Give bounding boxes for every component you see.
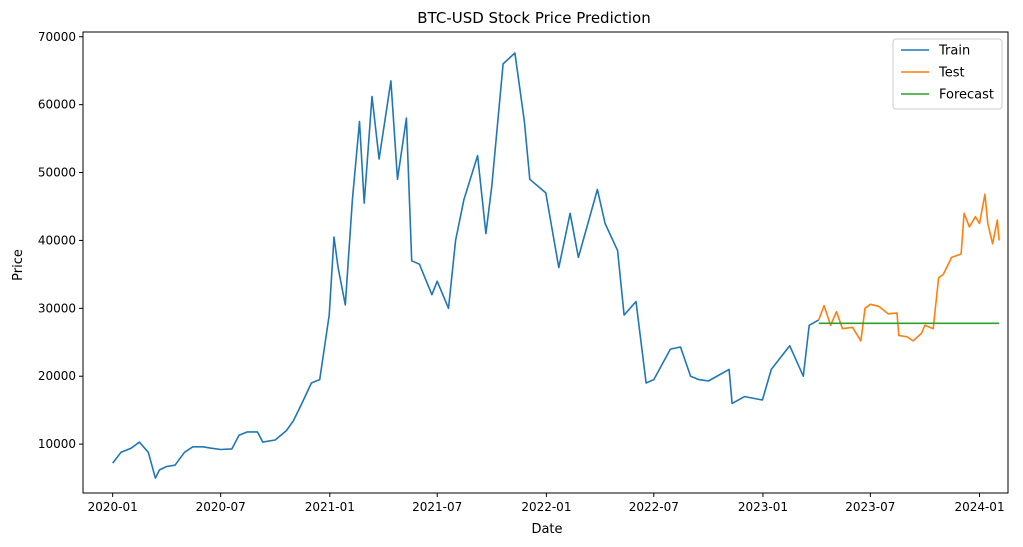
series-line-train — [112, 52, 820, 479]
x-axis-label: Date — [531, 522, 562, 537]
y-axis-label: Price — [11, 249, 26, 281]
y-tick-label: 70000 — [38, 30, 76, 44]
x-tick-label: 2021-07 — [412, 500, 462, 514]
legend-frame — [892, 38, 1003, 110]
plot-layer — [112, 52, 1000, 479]
y-tick-label: 30000 — [38, 301, 76, 315]
x-tick-label: 2024-01 — [954, 500, 1004, 514]
x-tick-label: 2020-01 — [88, 500, 138, 514]
y-tick-label: 20000 — [38, 369, 76, 383]
plot-frame — [82, 31, 1009, 494]
y-tick-label: 60000 — [38, 98, 76, 112]
y-tick-label: 10000 — [38, 437, 76, 451]
x-tick-label: 2021-01 — [305, 500, 355, 514]
y-tick-label: 40000 — [38, 233, 76, 247]
axes-layer: 2020-01 2020-07 2021-01 2021-07 2022-01 2022-… — [38, 30, 1009, 514]
chart-title: BTC-USD Stock Price Prediction — [417, 9, 650, 27]
series-line-test — [817, 193, 1000, 342]
x-tick-label: 2023-01 — [738, 500, 788, 514]
x-tick-label: 2020-07 — [196, 500, 246, 514]
legend: Train Test Forecast — [892, 38, 1003, 110]
x-tick-label: 2023-07 — [845, 500, 895, 514]
legend-label-forecast: Forecast — [939, 88, 994, 103]
y-tick-label: 50000 — [38, 166, 76, 180]
x-tick-label: 2022-01 — [521, 500, 571, 514]
legend-label-test: Test — [938, 66, 965, 81]
legend-label-train: Train — [938, 44, 970, 59]
x-tick-label: 2022-07 — [629, 500, 679, 514]
